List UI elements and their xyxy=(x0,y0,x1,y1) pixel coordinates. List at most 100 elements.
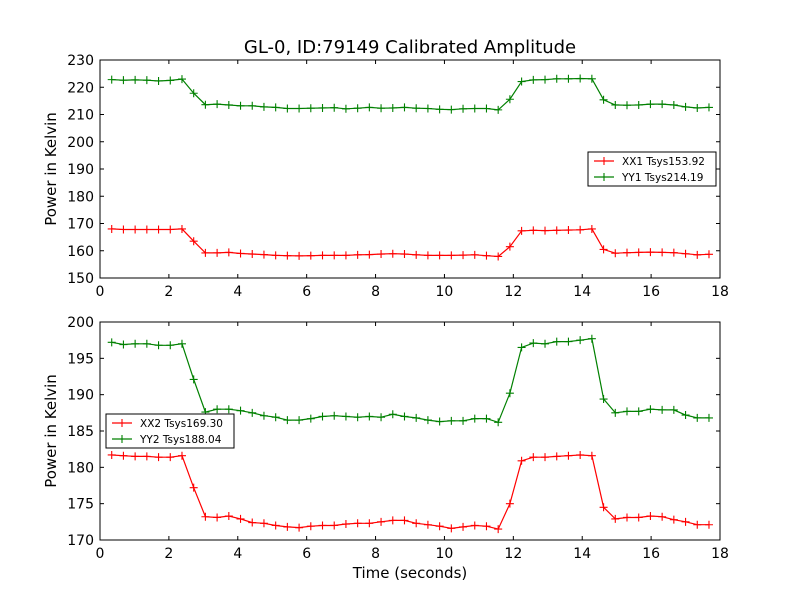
data-point xyxy=(119,225,128,234)
data-point xyxy=(330,103,339,112)
data-point xyxy=(142,339,151,348)
data-point xyxy=(341,251,350,260)
data-point xyxy=(505,95,514,104)
data-point xyxy=(131,452,140,461)
data-point xyxy=(271,413,280,422)
data-point xyxy=(224,248,233,257)
data-point xyxy=(166,453,175,462)
y-tick-label: 170 xyxy=(67,533,94,549)
legend-marker xyxy=(600,157,608,165)
data-point xyxy=(283,416,292,425)
x-tick-label: 2 xyxy=(164,546,173,562)
data-point xyxy=(295,251,304,260)
data-point xyxy=(646,512,655,521)
x-tick-label: 10 xyxy=(436,284,454,300)
data-point xyxy=(224,100,233,109)
x-tick-label: 16 xyxy=(642,546,660,562)
data-point xyxy=(189,375,198,384)
data-point xyxy=(213,405,222,414)
data-point xyxy=(505,389,514,398)
y-tick-label: 230 xyxy=(67,53,94,69)
data-point xyxy=(213,513,222,522)
data-point xyxy=(400,516,409,525)
legend: XX2 Tsys169.30 YY2 Tsys188.04 xyxy=(105,413,235,449)
data-point xyxy=(552,226,561,235)
data-point xyxy=(494,525,503,534)
data-point xyxy=(283,104,292,113)
data-point xyxy=(552,452,561,461)
data-point xyxy=(623,407,631,416)
data-point xyxy=(119,340,128,349)
series-xx1 xyxy=(107,224,713,261)
x-tick-label: 12 xyxy=(504,284,522,300)
data-point xyxy=(388,249,397,258)
data-point xyxy=(353,104,362,113)
x-tick-label: 12 xyxy=(504,546,522,562)
data-point xyxy=(693,103,702,112)
data-point xyxy=(271,521,280,530)
data-point xyxy=(470,414,479,423)
data-point xyxy=(306,522,315,531)
data-point xyxy=(646,248,655,257)
data-point xyxy=(236,406,245,415)
data-point xyxy=(224,405,233,414)
data-point xyxy=(295,416,304,425)
data-point xyxy=(248,101,257,110)
data-point xyxy=(658,248,667,257)
data-point xyxy=(564,337,573,346)
data-point xyxy=(330,251,339,260)
data-point xyxy=(611,249,620,258)
data-point xyxy=(529,226,538,235)
y-tick-label: 150 xyxy=(67,271,94,287)
y-tick-label: 170 xyxy=(67,217,94,233)
data-point xyxy=(213,248,222,257)
data-point xyxy=(283,522,292,531)
x-tick-label: 8 xyxy=(371,284,380,300)
data-point xyxy=(318,412,327,421)
data-point xyxy=(306,414,315,423)
data-point xyxy=(459,416,468,425)
data-point xyxy=(704,413,713,422)
data-point xyxy=(669,405,678,414)
data-point xyxy=(704,250,713,259)
legend: XX1 Tsys153.92 YY1 Tsys214.19 xyxy=(587,151,717,187)
data-point xyxy=(693,520,702,529)
y-tick-label: 195 xyxy=(67,351,94,367)
x-axis-label: Time (seconds) xyxy=(352,564,468,582)
y-tick-label: 160 xyxy=(67,244,94,260)
legend-marker xyxy=(118,419,126,427)
data-point xyxy=(541,339,550,348)
data-point xyxy=(154,76,163,85)
data-point xyxy=(330,521,339,530)
data-point xyxy=(681,102,690,111)
data-point xyxy=(377,104,386,113)
data-point xyxy=(154,225,163,234)
y-tick-label: 210 xyxy=(67,108,94,124)
series-yy1 xyxy=(107,74,713,114)
x-tick-label: 0 xyxy=(96,546,105,562)
data-point xyxy=(166,225,175,234)
data-point xyxy=(681,517,690,526)
legend-label: XX2 Tsys169.30 xyxy=(140,418,223,430)
x-tick-label: 14 xyxy=(573,546,591,562)
y-tick-label: 180 xyxy=(67,189,94,205)
series-line xyxy=(111,338,709,424)
data-point xyxy=(435,105,444,114)
data-point xyxy=(236,101,245,110)
data-point xyxy=(611,408,620,417)
data-point xyxy=(318,521,327,530)
data-point xyxy=(552,74,561,83)
data-point xyxy=(341,104,350,113)
data-point xyxy=(541,75,550,84)
data-point xyxy=(330,411,339,420)
data-point xyxy=(119,451,128,460)
legend-box xyxy=(587,151,717,187)
data-point xyxy=(587,334,596,343)
data-point xyxy=(681,249,690,258)
data-point xyxy=(283,251,292,260)
x-tick-label: 10 xyxy=(436,546,454,562)
x-tick-label: 4 xyxy=(233,284,242,300)
data-point xyxy=(236,514,245,523)
data-point xyxy=(166,341,175,350)
